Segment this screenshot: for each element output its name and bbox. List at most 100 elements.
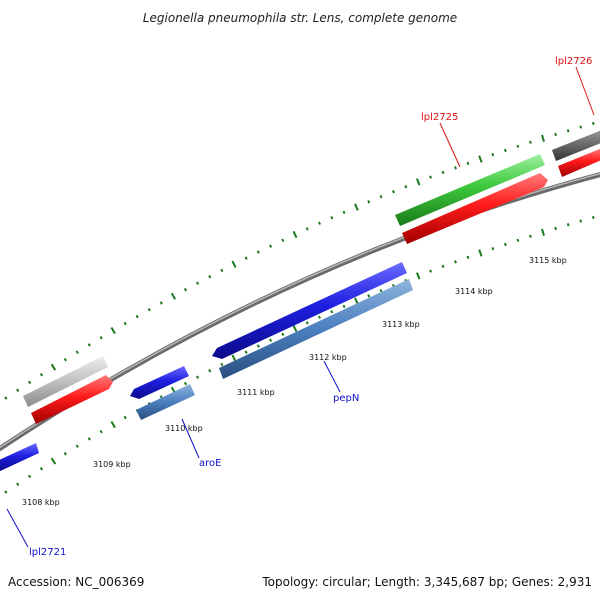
inner-tick	[39, 467, 44, 471]
outer-tick	[4, 396, 8, 400]
outer-tick	[99, 335, 103, 340]
gene-arrow-pepN[interactable]	[219, 279, 413, 379]
outer-tick	[39, 373, 44, 377]
inner-tick	[379, 289, 383, 293]
inner-tick	[503, 242, 507, 247]
cds-arrow-left[interactable]	[31, 375, 113, 424]
inner-tick	[342, 304, 346, 309]
outer-tick	[516, 144, 520, 148]
leader-line-aroE	[181, 418, 200, 459]
inner-tick	[317, 315, 322, 319]
gene-label-lpl2725[interactable]: lpl2725	[421, 112, 458, 123]
inner-tick	[454, 260, 457, 264]
leader-line-lpl2725	[439, 122, 461, 168]
outer-tick	[196, 281, 200, 285]
inner-tick	[208, 369, 212, 373]
inner-tick	[466, 255, 470, 260]
gene-labels: lpl2721 aroE pepN lpl2725 lpl2726	[29, 56, 592, 558]
leader-line-lpl2721	[6, 508, 29, 548]
outer-tick	[454, 166, 457, 170]
inner-tick-ring	[4, 215, 595, 494]
inner-tick	[110, 420, 116, 429]
outer-tick	[404, 185, 408, 189]
cds-arrow-lpl2726[interactable]	[558, 148, 600, 177]
outer-tick	[208, 275, 212, 279]
inner-tick	[220, 362, 224, 367]
outer-tick	[342, 210, 346, 215]
inner-tick	[592, 215, 595, 220]
gene-arrow-pepN-fwd[interactable]	[212, 262, 407, 359]
outer-tick	[305, 227, 309, 231]
outer-tick	[269, 244, 273, 248]
outer-tick	[441, 170, 445, 175]
outer-tick	[529, 140, 532, 144]
outer-tick-ring	[4, 121, 595, 400]
gene-label-lpl2726[interactable]: lpl2726	[555, 56, 592, 67]
outer-tick	[63, 357, 67, 362]
scale-labels: 3108 kbp 3109 kbp 3110 kbp 3111 kbp 3112 kbp…	[22, 256, 567, 507]
scale-label: 3113 kbp	[382, 320, 420, 329]
gray-feature-left[interactable]	[23, 356, 108, 407]
outer-tick	[16, 388, 20, 392]
scale-label: 3110 kbp	[165, 424, 203, 433]
gene-label-lpl2721[interactable]: lpl2721	[29, 547, 66, 558]
outer-tick	[110, 326, 116, 335]
scale-label: 3108 kbp	[22, 498, 60, 507]
outer-tick	[579, 125, 583, 129]
gene-arrow-lpl2725-green[interactable]	[395, 154, 545, 226]
inner-tick	[196, 375, 200, 379]
outer-tick	[281, 238, 285, 242]
outer-tick	[123, 321, 127, 326]
dark-feature-lpl2726[interactable]	[552, 130, 600, 161]
scale-label: 3112 kbp	[309, 353, 347, 362]
inner-tick	[123, 415, 127, 420]
outer-tick	[466, 161, 470, 166]
outer-tick	[354, 203, 359, 211]
inner-tick	[87, 437, 91, 441]
inner-tick	[516, 238, 520, 242]
gene-arrow-aroE[interactable]	[136, 384, 195, 420]
scale-label: 3111 kbp	[237, 388, 275, 397]
outer-tick	[367, 200, 371, 204]
outer-tick	[592, 121, 595, 126]
outer-tick	[541, 134, 545, 142]
outer-tick	[244, 256, 248, 260]
outer-tick	[429, 175, 433, 179]
outer-tick	[147, 307, 151, 312]
gene-arrow-lpl2721[interactable]	[0, 443, 39, 472]
inner-tick	[269, 338, 273, 342]
inner-tick	[305, 321, 309, 325]
scale-label: 3114 kbp	[455, 287, 493, 296]
inner-tick	[256, 344, 260, 348]
inner-tick	[491, 246, 495, 251]
outer-tick	[27, 380, 32, 385]
cds-arrow-lpl2725[interactable]	[402, 173, 548, 244]
genome-summary-text: Topology: circular; Length: 3,345,687 bp…	[261, 575, 592, 589]
inner-tick	[4, 490, 8, 494]
outer-tick	[317, 221, 322, 225]
outer-tick	[50, 363, 57, 371]
inner-tick	[330, 310, 334, 314]
inner-tick	[367, 294, 371, 298]
inner-tick	[529, 234, 532, 238]
scale-label: 3109 kbp	[93, 460, 131, 469]
inner-tick	[579, 219, 583, 223]
map-title: Legionella pneumophila str. Lens, comple…	[143, 11, 457, 25]
outer-tick	[503, 148, 507, 153]
gene-label-aroE[interactable]: aroE	[199, 458, 221, 469]
inner-tick	[244, 350, 248, 354]
gene-label-pepN[interactable]: pepN	[333, 393, 359, 404]
inner-tick	[441, 264, 445, 269]
inner-tick	[231, 354, 237, 362]
outer-tick	[415, 178, 421, 186]
outer-tick	[170, 292, 176, 300]
outer-tick	[75, 350, 79, 354]
gene-arrow-aroE-fwd[interactable]	[130, 366, 189, 399]
inner-tick	[566, 223, 570, 227]
outer-tick	[330, 216, 334, 220]
outer-tick	[256, 250, 260, 254]
inner-tick	[415, 272, 421, 280]
inner-tick	[75, 444, 79, 448]
inner-tick	[16, 482, 20, 486]
